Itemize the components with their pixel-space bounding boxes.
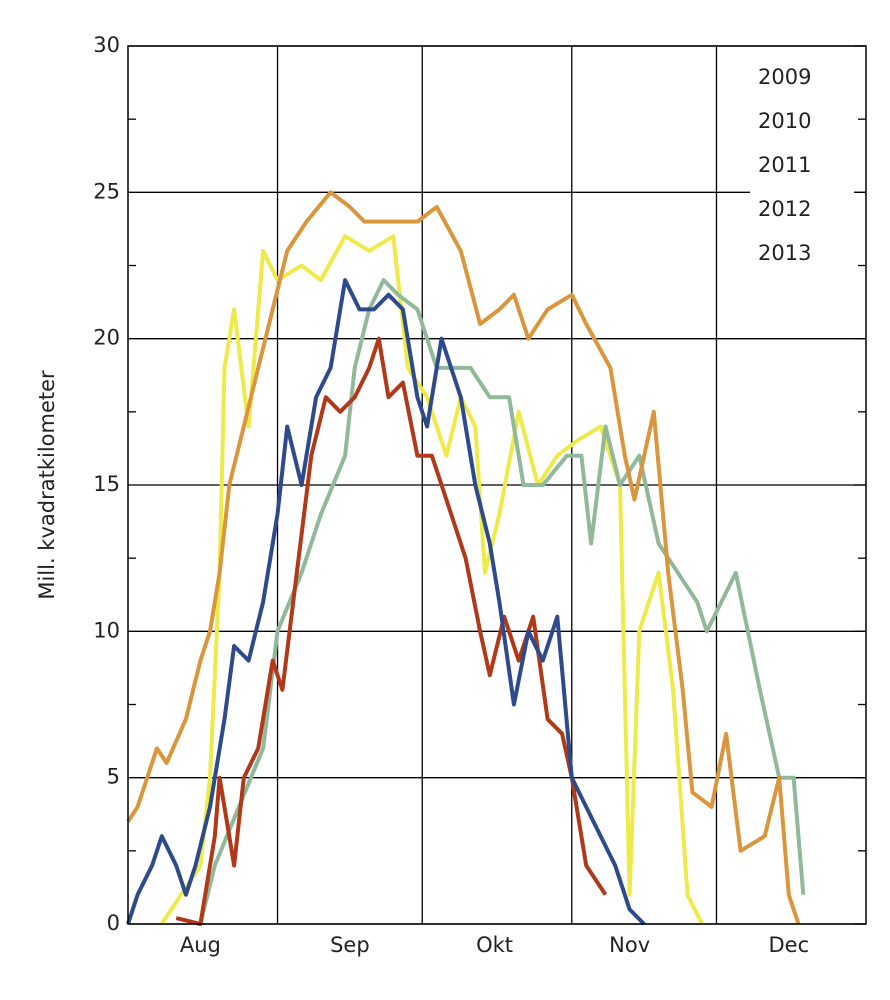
y-axis-label: Mill. kvadratkilometer (35, 370, 59, 600)
plot-frame (127, 45, 867, 925)
legend-entry: 2009 (758, 65, 811, 89)
y-tick-label: 10 (93, 618, 120, 642)
legend-entry: 2010 (758, 109, 811, 133)
y-tick-label: 30 (93, 33, 120, 57)
y-tick-label: 20 (93, 326, 120, 350)
y-tick-label: 5 (107, 765, 120, 789)
series-line (198, 278, 806, 925)
x-tick-label: Dec (769, 933, 810, 957)
series-line (160, 234, 704, 926)
series-line (126, 190, 801, 925)
series-line (126, 278, 646, 926)
y-tick-label: 15 (93, 472, 120, 496)
series-line (175, 336, 608, 926)
x-tick-label: Okt (476, 933, 513, 957)
legend-entry: 2013 (758, 241, 811, 265)
x-tick-label: Sep (330, 933, 370, 957)
x-tick-label: Aug (180, 933, 221, 957)
y-tick-label: 25 (93, 179, 120, 203)
x-tick-label: Nov (609, 933, 650, 957)
legend-entry: 2012 (758, 197, 811, 221)
y-tick-label: 0 (107, 911, 120, 935)
legend-entry: 2011 (758, 153, 811, 177)
legend-background (750, 56, 854, 286)
